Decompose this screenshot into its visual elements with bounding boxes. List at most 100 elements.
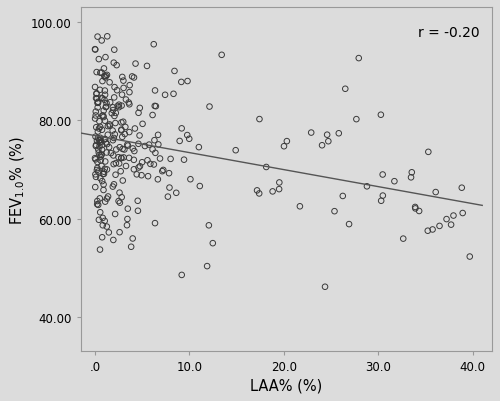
- Point: [96, 140, 104, 147]
- Point: [92, 134, 100, 140]
- Point: [102, 101, 110, 107]
- Point: [130, 157, 138, 164]
- Point: [100, 74, 108, 80]
- Point: [458, 210, 466, 217]
- Point: [126, 130, 134, 136]
- Point: [102, 104, 110, 111]
- Point: [103, 142, 111, 148]
- Point: [176, 138, 184, 145]
- Point: [119, 119, 127, 126]
- Point: [458, 185, 466, 191]
- Point: [98, 163, 106, 170]
- Point: [166, 185, 173, 191]
- Point: [379, 193, 387, 199]
- Point: [126, 83, 134, 89]
- Point: [93, 138, 101, 144]
- Point: [95, 57, 103, 63]
- Point: [136, 133, 143, 139]
- Point: [150, 42, 158, 48]
- Point: [262, 164, 270, 171]
- Point: [118, 120, 126, 126]
- Point: [110, 136, 118, 142]
- Point: [105, 230, 113, 236]
- Point: [128, 74, 136, 81]
- Point: [102, 140, 110, 146]
- Point: [102, 73, 110, 80]
- Point: [107, 150, 115, 157]
- Point: [96, 70, 104, 77]
- Point: [424, 228, 432, 234]
- Point: [96, 247, 104, 253]
- Point: [97, 152, 105, 159]
- Point: [378, 172, 386, 178]
- Point: [100, 136, 108, 143]
- Point: [106, 80, 114, 86]
- Point: [92, 172, 100, 178]
- Point: [412, 206, 420, 212]
- Point: [115, 161, 123, 167]
- Point: [144, 158, 152, 164]
- Point: [447, 222, 455, 228]
- Point: [125, 100, 133, 106]
- Point: [108, 128, 116, 134]
- Point: [184, 132, 192, 139]
- Point: [110, 162, 118, 168]
- Point: [103, 224, 111, 230]
- Point: [377, 112, 385, 119]
- Point: [203, 263, 211, 269]
- Point: [125, 155, 133, 162]
- Point: [92, 157, 100, 163]
- Point: [103, 196, 111, 202]
- Point: [118, 92, 126, 99]
- Point: [98, 95, 106, 102]
- Point: [112, 147, 120, 153]
- Point: [127, 244, 135, 250]
- Point: [428, 227, 436, 233]
- Point: [118, 146, 126, 153]
- Point: [94, 100, 102, 107]
- Point: [160, 167, 168, 174]
- Point: [151, 221, 159, 227]
- Point: [100, 218, 108, 225]
- Point: [411, 204, 419, 211]
- Y-axis label: FEV$_{1.0}$% (%): FEV$_{1.0}$% (%): [8, 136, 26, 225]
- Point: [94, 160, 102, 166]
- Point: [134, 141, 142, 148]
- Point: [352, 117, 360, 123]
- Point: [94, 99, 102, 106]
- Point: [102, 105, 110, 111]
- Point: [206, 104, 214, 111]
- Point: [156, 156, 164, 162]
- Point: [424, 149, 432, 156]
- Point: [92, 125, 100, 131]
- Point: [91, 116, 99, 122]
- Point: [95, 150, 103, 156]
- Point: [92, 184, 100, 191]
- Point: [345, 221, 353, 228]
- Point: [128, 236, 136, 242]
- Point: [112, 63, 120, 69]
- Point: [100, 187, 108, 194]
- Point: [131, 126, 139, 132]
- Point: [96, 154, 104, 160]
- X-axis label: LAA% (%): LAA% (%): [250, 378, 322, 393]
- Point: [126, 90, 134, 96]
- Point: [195, 144, 203, 151]
- Point: [98, 96, 106, 102]
- Point: [152, 150, 160, 157]
- Point: [100, 115, 108, 121]
- Point: [96, 87, 104, 94]
- Point: [112, 110, 120, 117]
- Point: [436, 223, 444, 229]
- Point: [101, 88, 109, 95]
- Point: [130, 75, 138, 81]
- Point: [134, 198, 141, 205]
- Point: [180, 157, 188, 164]
- Point: [145, 142, 153, 148]
- Point: [132, 172, 140, 178]
- Point: [99, 223, 107, 229]
- Point: [91, 47, 99, 53]
- Point: [130, 148, 138, 155]
- Point: [136, 105, 144, 112]
- Point: [335, 131, 343, 137]
